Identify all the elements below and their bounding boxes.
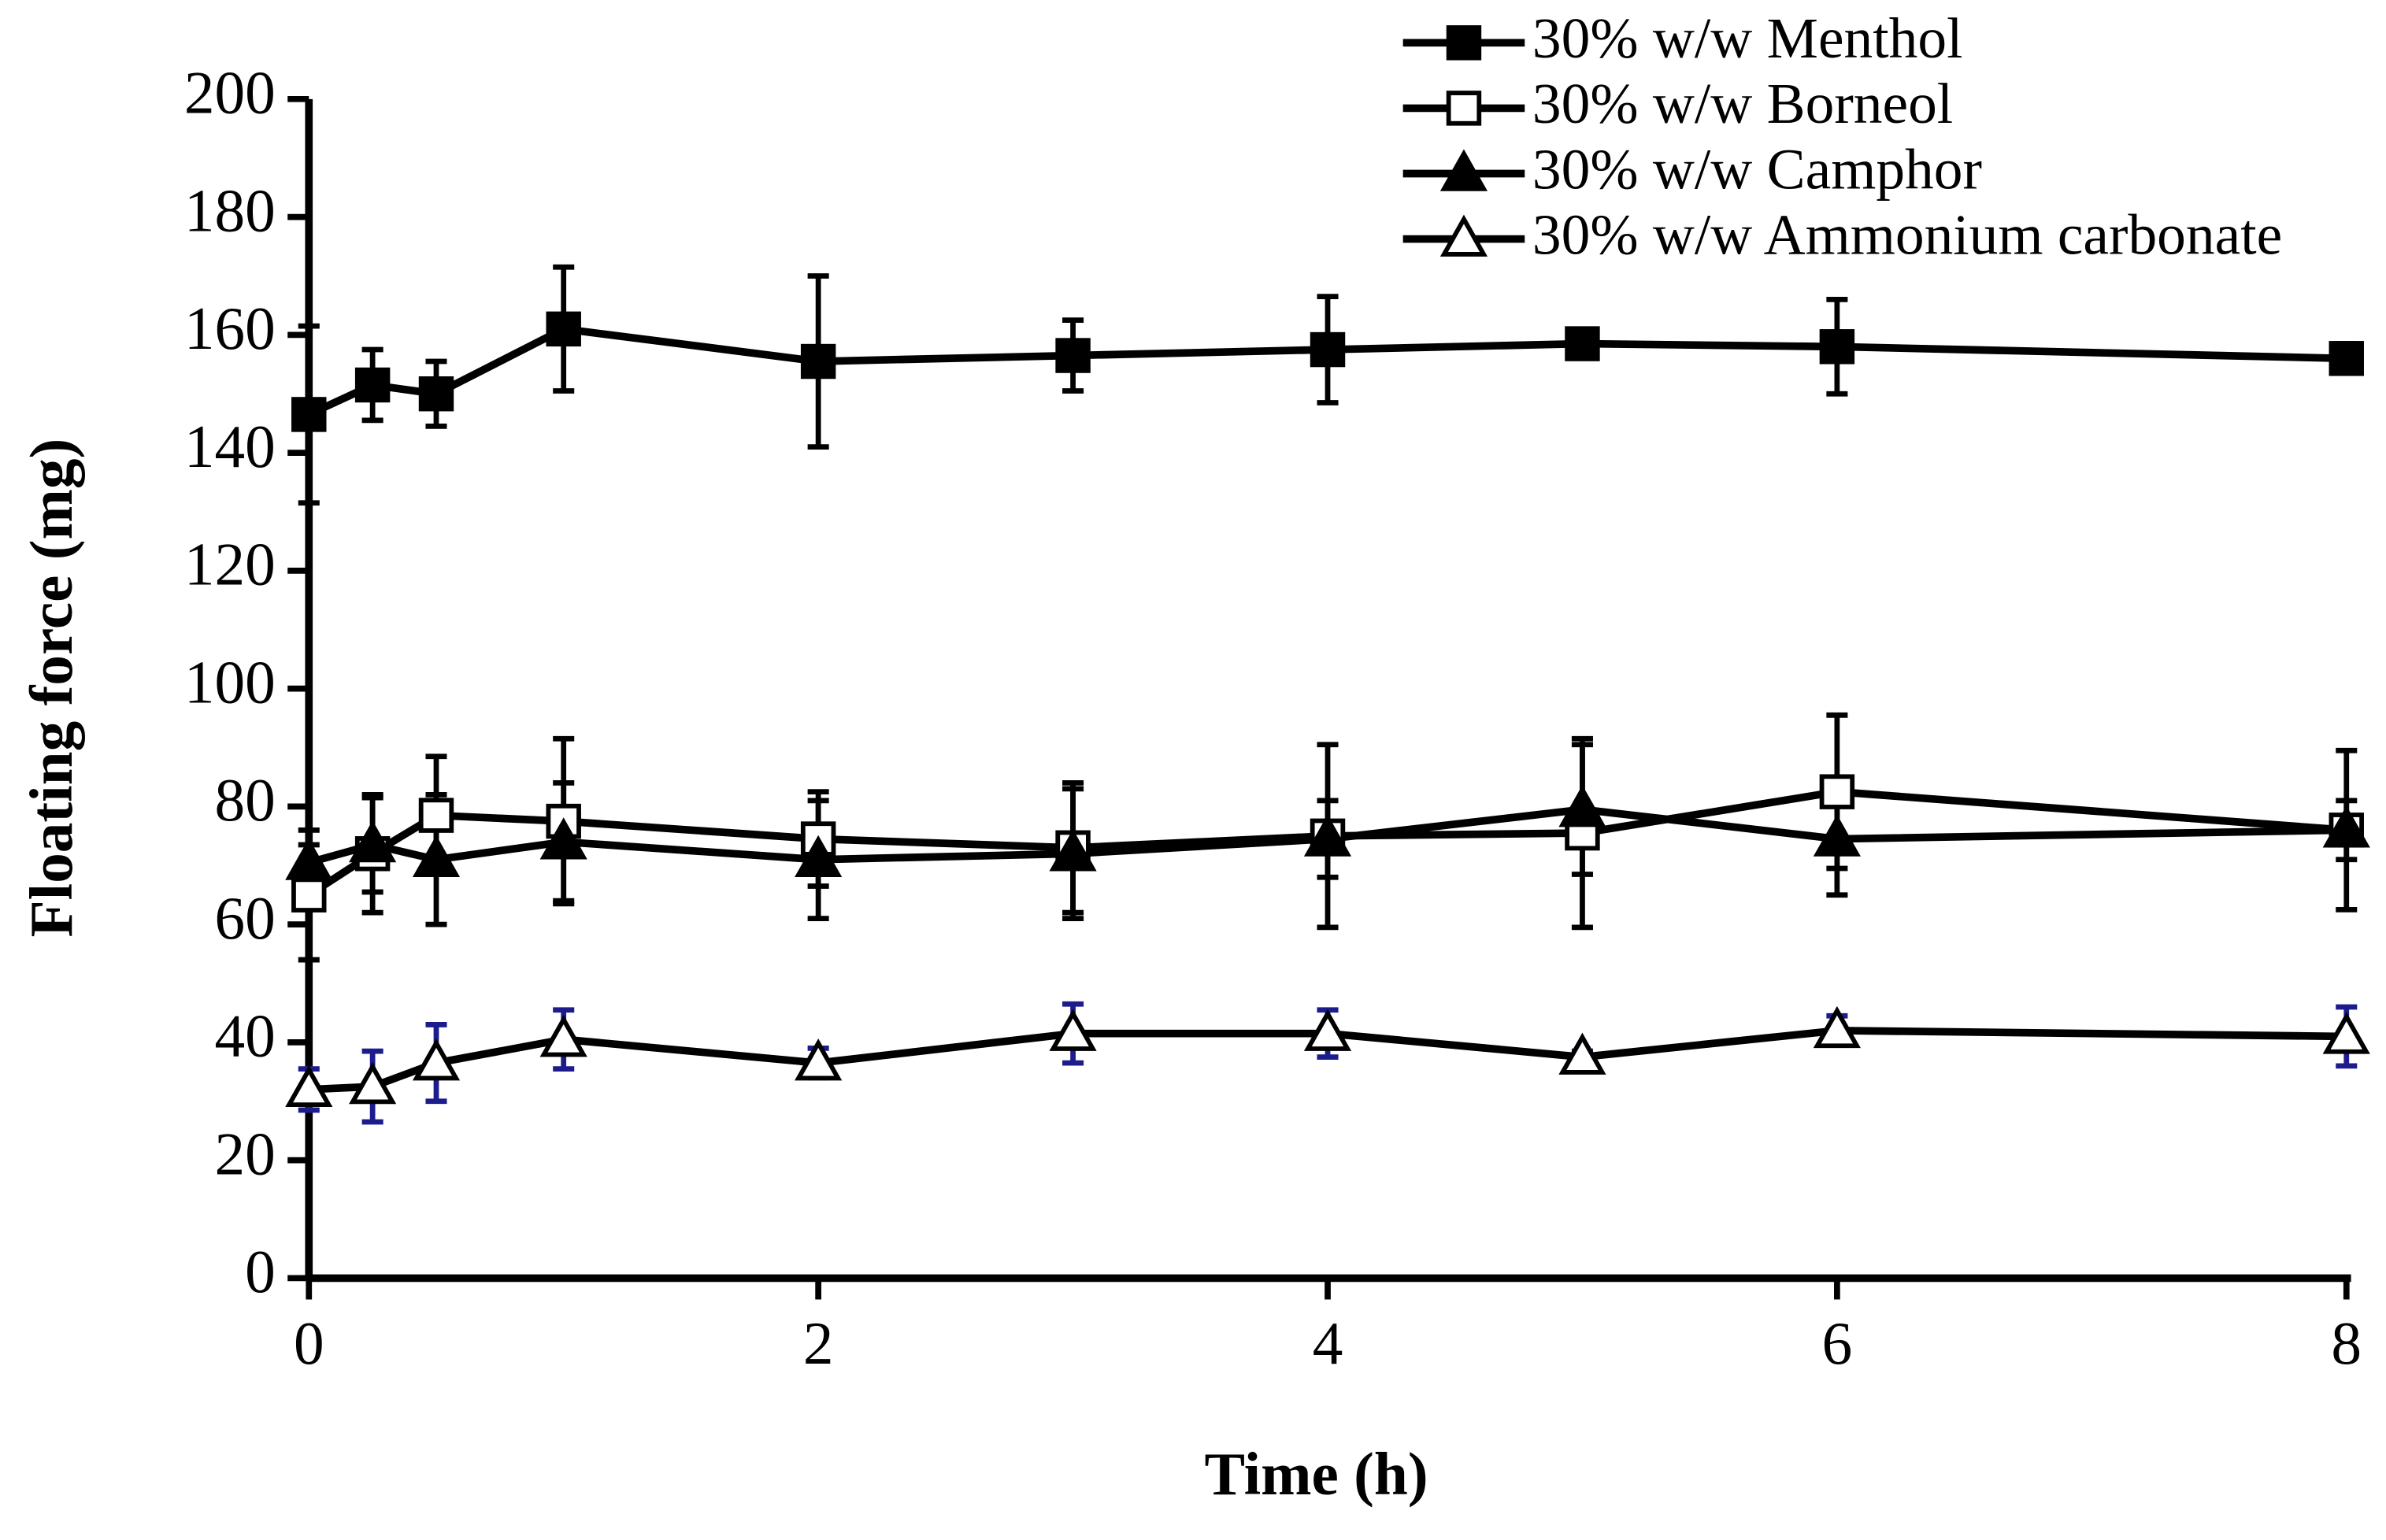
y-tick-label: 100 [184,648,276,716]
legend-label: 30% w/w Borneol [1532,72,1953,135]
y-tick-label: 160 [184,294,276,362]
y-tick-label: 40 [214,1002,275,1070]
data-point [1813,1005,1861,1049]
data-point [291,397,327,432]
data-point [1049,1009,1097,1051]
data-point [1565,326,1600,361]
data-point [1049,829,1097,872]
y-tick-label: 20 [214,1120,275,1187]
x-tick-label: 6 [1822,1309,1853,1377]
data-point [412,1038,461,1081]
data-point [1303,814,1352,857]
data-point [285,838,333,880]
x-tick-label: 8 [2331,1309,2362,1377]
data-point [539,1015,587,1057]
data-point [795,1038,843,1081]
data-point [546,311,581,347]
data-point [418,376,454,412]
data-point [1303,1009,1352,1051]
data-point [1558,785,1606,827]
data-point [349,820,397,863]
series-line [306,787,2347,898]
data-point [354,367,391,403]
legend-label: 30% w/w Camphor [1532,137,1982,201]
series-line [309,1027,2347,1094]
y-axis-label: Floating force (mg) [17,439,85,938]
y-tick-label: 140 [184,413,276,480]
data-point [1310,331,1346,368]
legend-label: 30% w/w Menthol [1532,6,1963,70]
data-point [2322,1012,2370,1054]
y-tick-label: 0 [245,1238,276,1305]
data-point [1055,338,1091,373]
legend-marker [1439,149,1488,191]
data-point [2322,805,2370,848]
y-tick-label: 200 [184,59,276,127]
data-point [795,835,843,877]
data-point [291,877,327,913]
legend-marker [1439,214,1488,257]
data-point [800,343,836,379]
x-tick-label: 2 [803,1309,834,1377]
data-point [349,1062,397,1105]
data-point [539,817,587,860]
y-tick-label: 180 [184,176,276,244]
data-point [1819,329,1855,365]
data-point [1819,774,1855,809]
x-tick-label: 0 [294,1309,324,1377]
y-tick-label: 120 [184,531,276,598]
data-point [412,835,461,877]
data-point [1813,814,1861,857]
x-axis-label: Time (h) [1204,1440,1428,1508]
data-point [285,1064,333,1108]
data-point [418,798,454,833]
data-point [2329,341,2364,376]
legend-marker [1446,25,1482,61]
legend-label: 30% w/w Ammonium carbonate [1532,202,2282,266]
x-tick-label: 4 [1313,1309,1343,1377]
series-line [307,324,2347,418]
y-tick-label: 80 [214,766,275,834]
data-point [1558,1032,1606,1075]
legend-marker [1446,91,1482,126]
series-line [307,805,2347,867]
y-tick-label: 60 [214,884,275,952]
